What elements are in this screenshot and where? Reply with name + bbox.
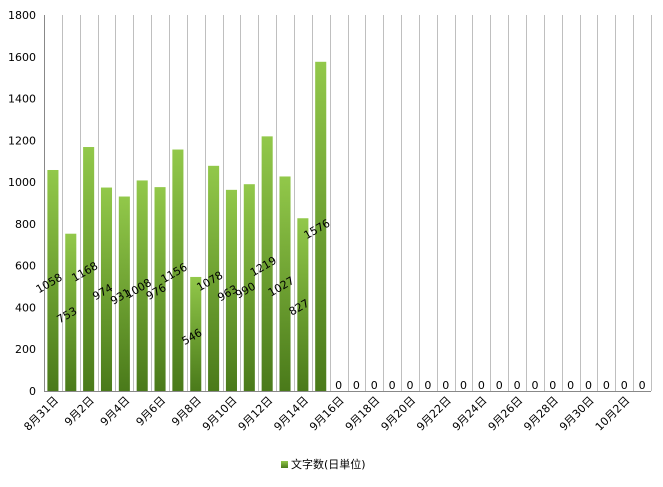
bar	[136, 180, 148, 391]
x-tick-label: 9月24日	[450, 394, 490, 434]
bar	[154, 187, 166, 391]
bar	[297, 218, 309, 391]
y-tick-label: 600	[15, 260, 36, 273]
data-label: 0	[353, 379, 360, 392]
x-tick-label: 8月31日	[21, 394, 61, 434]
x-tick-label: 10月2日	[593, 394, 633, 434]
bar	[243, 184, 255, 391]
data-label: 0	[514, 379, 521, 392]
data-label: 0	[371, 379, 378, 392]
x-tick-label: 9月14日	[271, 394, 311, 434]
y-tick-label: 1200	[8, 134, 36, 147]
bar	[279, 176, 291, 391]
y-tick-label: 1400	[8, 93, 36, 106]
x-tick-label: 9月6日	[134, 394, 169, 429]
y-tick-label: 0	[29, 385, 36, 398]
data-label: 0	[567, 379, 574, 392]
data-label: 0	[335, 379, 342, 392]
data-label: 0	[424, 379, 431, 392]
data-label: 0	[389, 379, 396, 392]
x-tick-label: 9月8日	[169, 394, 204, 429]
bars	[47, 61, 327, 392]
x-tick-label: 9月12日	[236, 394, 276, 434]
y-tick-label: 1000	[8, 176, 36, 189]
bar	[65, 233, 77, 391]
bar	[47, 169, 59, 391]
data-label: 0	[603, 379, 610, 392]
data-label: 0	[585, 379, 592, 392]
data-label: 0	[406, 379, 413, 392]
x-tick-label: 9月18日	[343, 394, 383, 434]
bar	[100, 187, 113, 391]
bar	[315, 61, 327, 392]
bar	[83, 147, 95, 391]
y-tick-label: 200	[15, 343, 36, 356]
x-tick-label: 9月20日	[379, 394, 419, 434]
x-tick-label: 9月2日	[62, 394, 97, 429]
y-tick-label: 800	[15, 218, 36, 231]
data-label: 0	[496, 379, 503, 392]
bar	[172, 149, 184, 391]
y-tick-label: 1600	[8, 51, 36, 64]
x-tick-label: 9月28日	[521, 394, 561, 434]
data-label: 0	[639, 379, 646, 392]
y-tick-label: 1800	[8, 9, 36, 22]
data-label: 0	[549, 379, 556, 392]
gridlines	[62, 15, 652, 391]
data-label: 0	[442, 379, 449, 392]
data-label: 0	[460, 379, 467, 392]
axes	[44, 15, 651, 392]
bar	[208, 165, 220, 391]
legend-label: 文字数(日単位)	[291, 457, 366, 471]
bar	[225, 189, 237, 391]
x-tick-label: 9月16日	[307, 394, 347, 434]
data-label: 0	[531, 379, 538, 392]
x-axis-ticks: 8月31日 9月2日 9月4日 9月6日 9月8日9月10日9月12日9月14日9月16…	[21, 394, 632, 434]
bar	[261, 136, 273, 391]
bar	[118, 196, 130, 391]
x-tick-label: 9月10日	[200, 394, 240, 434]
x-tick-label: 9月30日	[557, 394, 597, 434]
legend: 文字数(日単位)	[281, 457, 366, 471]
y-tick-label: 400	[15, 301, 36, 314]
data-label: 0	[478, 379, 485, 392]
x-tick-label: 9月4日	[98, 394, 133, 429]
legend-swatch	[281, 461, 288, 468]
bar	[190, 276, 202, 391]
y-axis-ticks: 0 200 400 600 800 1000 1200 1400 1600 1800	[8, 9, 36, 398]
x-tick-label: 9月26日	[486, 394, 526, 434]
data-label: 0	[621, 379, 628, 392]
x-tick-label: 9月22日	[414, 394, 454, 434]
